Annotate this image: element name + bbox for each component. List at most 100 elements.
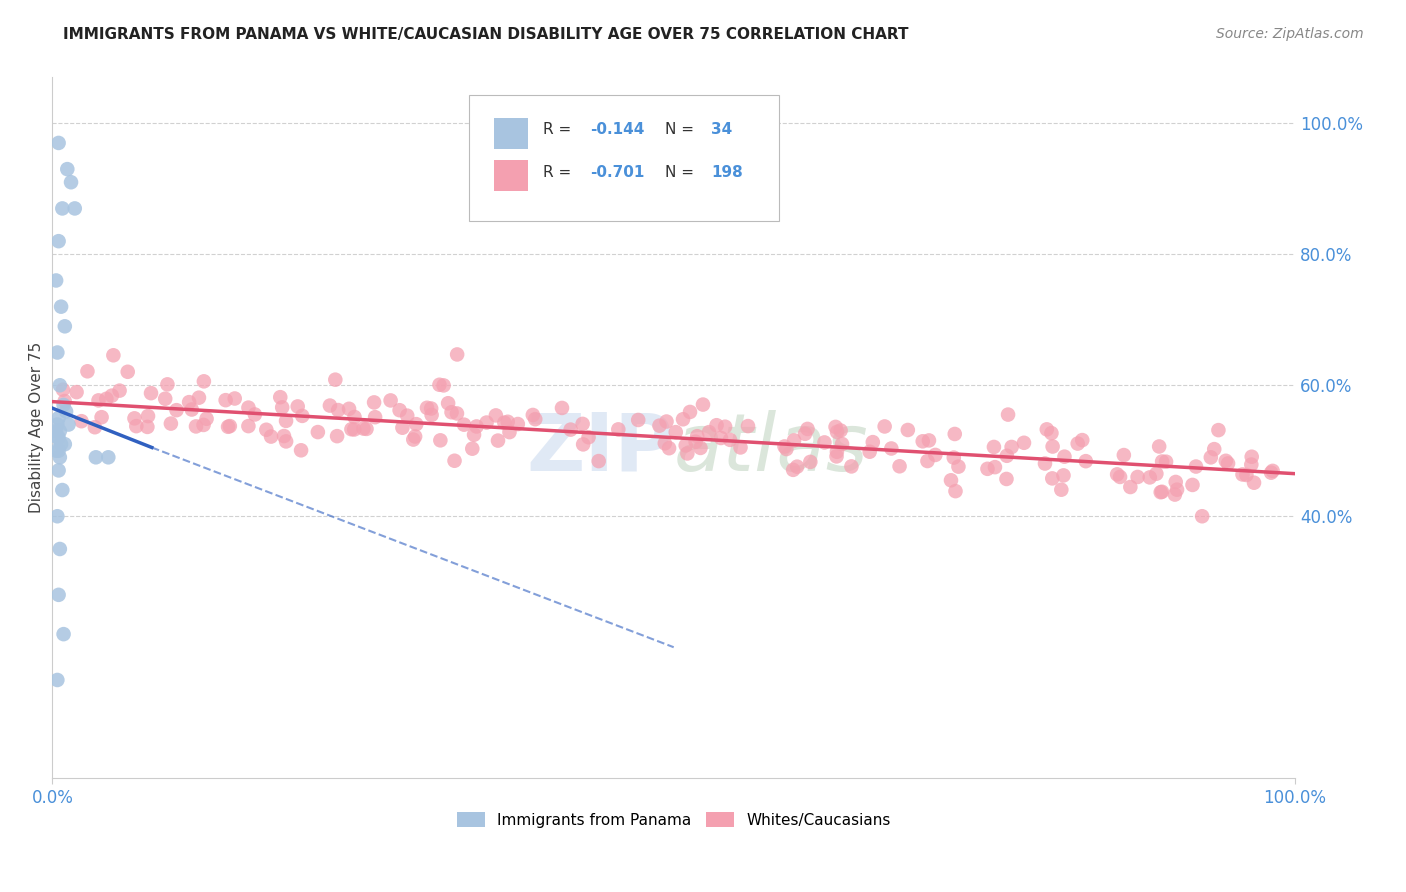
Point [775,442,797,456]
Point [195,411,218,425]
Point [58,417,80,432]
Point [825,450,848,464]
Point [340,422,363,436]
Point [404,429,426,443]
Point [117,365,139,379]
Point [52,627,75,641]
Point [706,418,728,433]
Point [714,419,737,434]
Point [46,431,69,445]
Text: N =: N = [665,122,699,137]
FancyBboxPatch shape [494,161,529,191]
Point [1191,509,1213,524]
Point [49,424,72,438]
Point [48,443,70,458]
Point [911,434,934,449]
Point [1150,485,1173,500]
Point [1042,440,1064,454]
Point [45,443,67,458]
Point [254,423,277,437]
Point [1216,457,1239,471]
Point [49,378,72,392]
Point [551,401,574,415]
Point [496,415,519,429]
Point [416,401,439,415]
Point [873,419,896,434]
Point [1139,470,1161,484]
Point [290,443,312,458]
Point [51,483,73,497]
Point [1144,467,1167,481]
Text: R =: R = [543,164,576,179]
Point [710,431,733,445]
Point [685,434,707,449]
Point [429,434,451,448]
Point [356,422,378,436]
Point [48,588,70,602]
Point [49,450,72,465]
FancyBboxPatch shape [494,119,529,149]
Point [494,416,516,430]
Y-axis label: Disability Age Over 75: Disability Age Over 75 [30,343,44,514]
Point [654,436,676,450]
Point [859,444,882,458]
Point [193,375,215,389]
Point [897,423,920,437]
Point [156,377,179,392]
Point [997,408,1019,422]
Point [475,416,498,430]
Point [813,435,835,450]
Point [465,419,488,434]
Point [782,463,804,477]
Point [730,441,752,455]
Point [1066,436,1088,450]
Text: Source: ZipAtlas.com: Source: ZipAtlas.com [1216,27,1364,41]
Point [343,409,366,424]
Point [1119,480,1142,494]
Point [506,417,529,431]
Point [46,345,69,359]
Point [46,417,69,432]
Point [319,399,342,413]
Point [218,419,240,434]
Point [60,175,83,189]
Point [363,395,385,409]
Legend: Immigrants from Panama, Whites/Caucasians: Immigrants from Panama, Whites/Caucasian… [451,805,897,834]
Point [737,419,759,434]
Point [1040,426,1063,441]
Point [49,437,72,451]
Point [433,378,456,392]
Point [689,441,711,455]
Point [1181,478,1204,492]
Point [578,430,600,444]
Point [939,473,962,487]
Point [1071,433,1094,447]
Point [53,319,76,334]
Point [1050,483,1073,497]
Point [214,393,236,408]
Point [924,448,946,462]
Point [46,509,69,524]
Point [55,404,77,418]
Point [648,418,671,433]
Point [1040,471,1063,485]
Point [273,429,295,443]
Point [560,423,582,437]
Point [918,434,941,448]
Point [880,442,903,456]
Point [1204,442,1226,457]
Point [463,427,485,442]
Point [90,410,112,425]
Text: atlas: atlas [673,409,869,488]
Point [65,385,87,400]
Point [326,429,349,443]
Point [388,403,411,417]
Point [153,392,176,406]
Point [193,417,215,432]
Point [49,541,72,556]
Point [260,429,283,443]
Point [1074,454,1097,468]
Point [773,440,796,454]
Point [524,412,547,426]
Point [160,417,183,431]
